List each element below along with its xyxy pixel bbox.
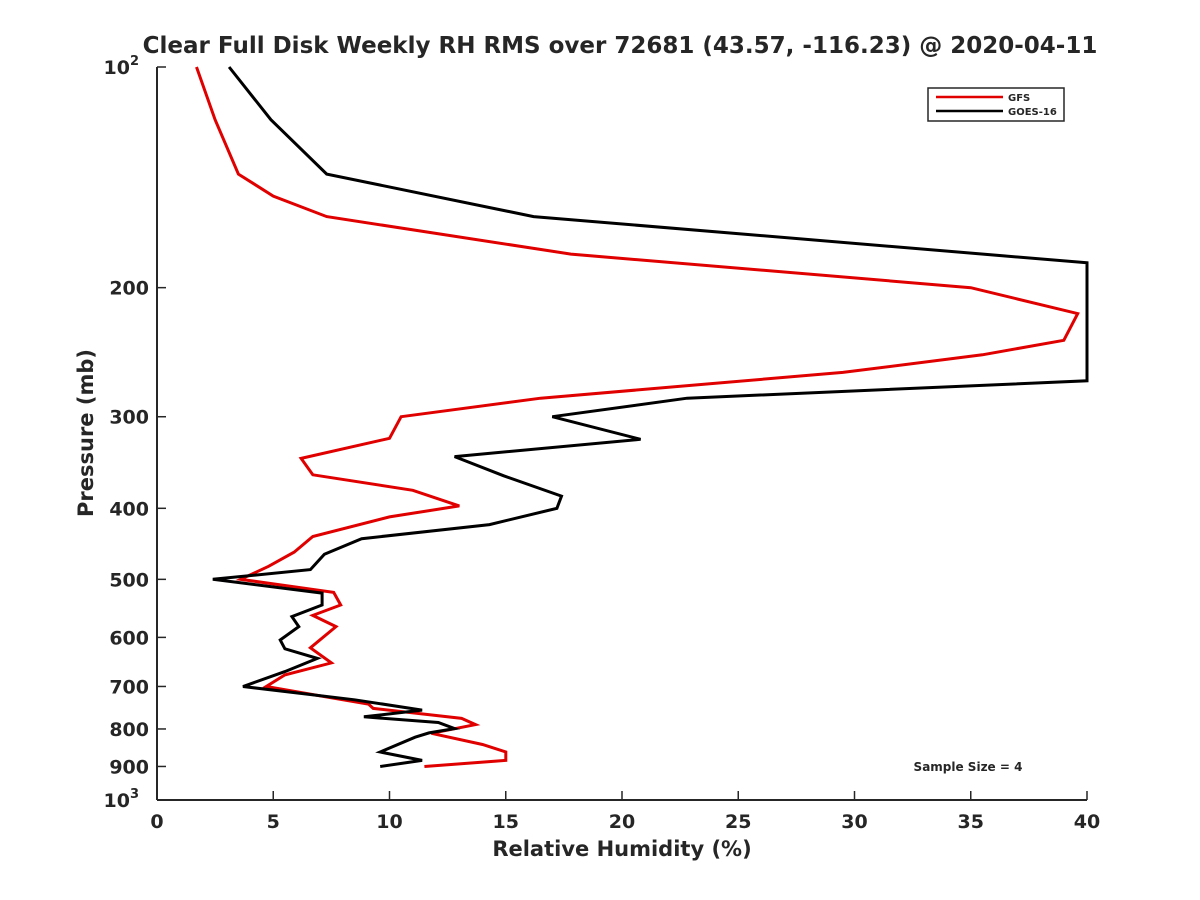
x-tick-label: 10: [376, 811, 402, 833]
x-tick-label: 0: [150, 811, 163, 833]
plot-lines: [195, 66, 1089, 768]
y-tick-label: 500: [109, 569, 149, 591]
legend: GFS GOES-16: [927, 87, 1065, 122]
x-tick-label: 5: [267, 811, 280, 833]
y-tick-label: 800: [109, 719, 149, 741]
chart-title: Clear Full Disk Weekly RH RMS over 72681…: [143, 33, 1098, 59]
x-tick-label: 30: [841, 811, 867, 833]
y-tick-label: 300: [109, 407, 149, 429]
y-axis-label: Pressure (mb): [74, 349, 98, 517]
y-tick-label: 700: [109, 676, 149, 698]
series-line-goes16: [212, 66, 1089, 768]
y-tick-label: 400: [109, 498, 149, 520]
y-tick-label: 200: [109, 278, 149, 300]
y-tick-label: 103: [104, 787, 140, 812]
x-ticks: 0 5 10 15 20 25 30 35 40: [150, 791, 1100, 833]
x-axis-label: Relative Humidity (%): [492, 837, 751, 861]
x-tick-label: 40: [1074, 811, 1100, 833]
y-ticks: 102 200 300 400 500 600 700 800 900 103: [104, 54, 166, 812]
legend-box: [927, 87, 1065, 122]
x-tick-label: 35: [958, 811, 984, 833]
x-tick-label: 15: [493, 811, 519, 833]
x-tick-label: 25: [725, 811, 751, 833]
x-tick-label: 20: [609, 811, 635, 833]
legend-goes16-label: GOES-16: [1008, 107, 1057, 118]
y-tick-label: 600: [109, 627, 149, 649]
y-tick-label: 102: [104, 54, 140, 79]
sample-size-annotation: Sample Size = 4: [914, 760, 1023, 774]
legend-gfs-label: GFS: [1008, 93, 1030, 104]
y-tick-label: 900: [109, 756, 149, 778]
